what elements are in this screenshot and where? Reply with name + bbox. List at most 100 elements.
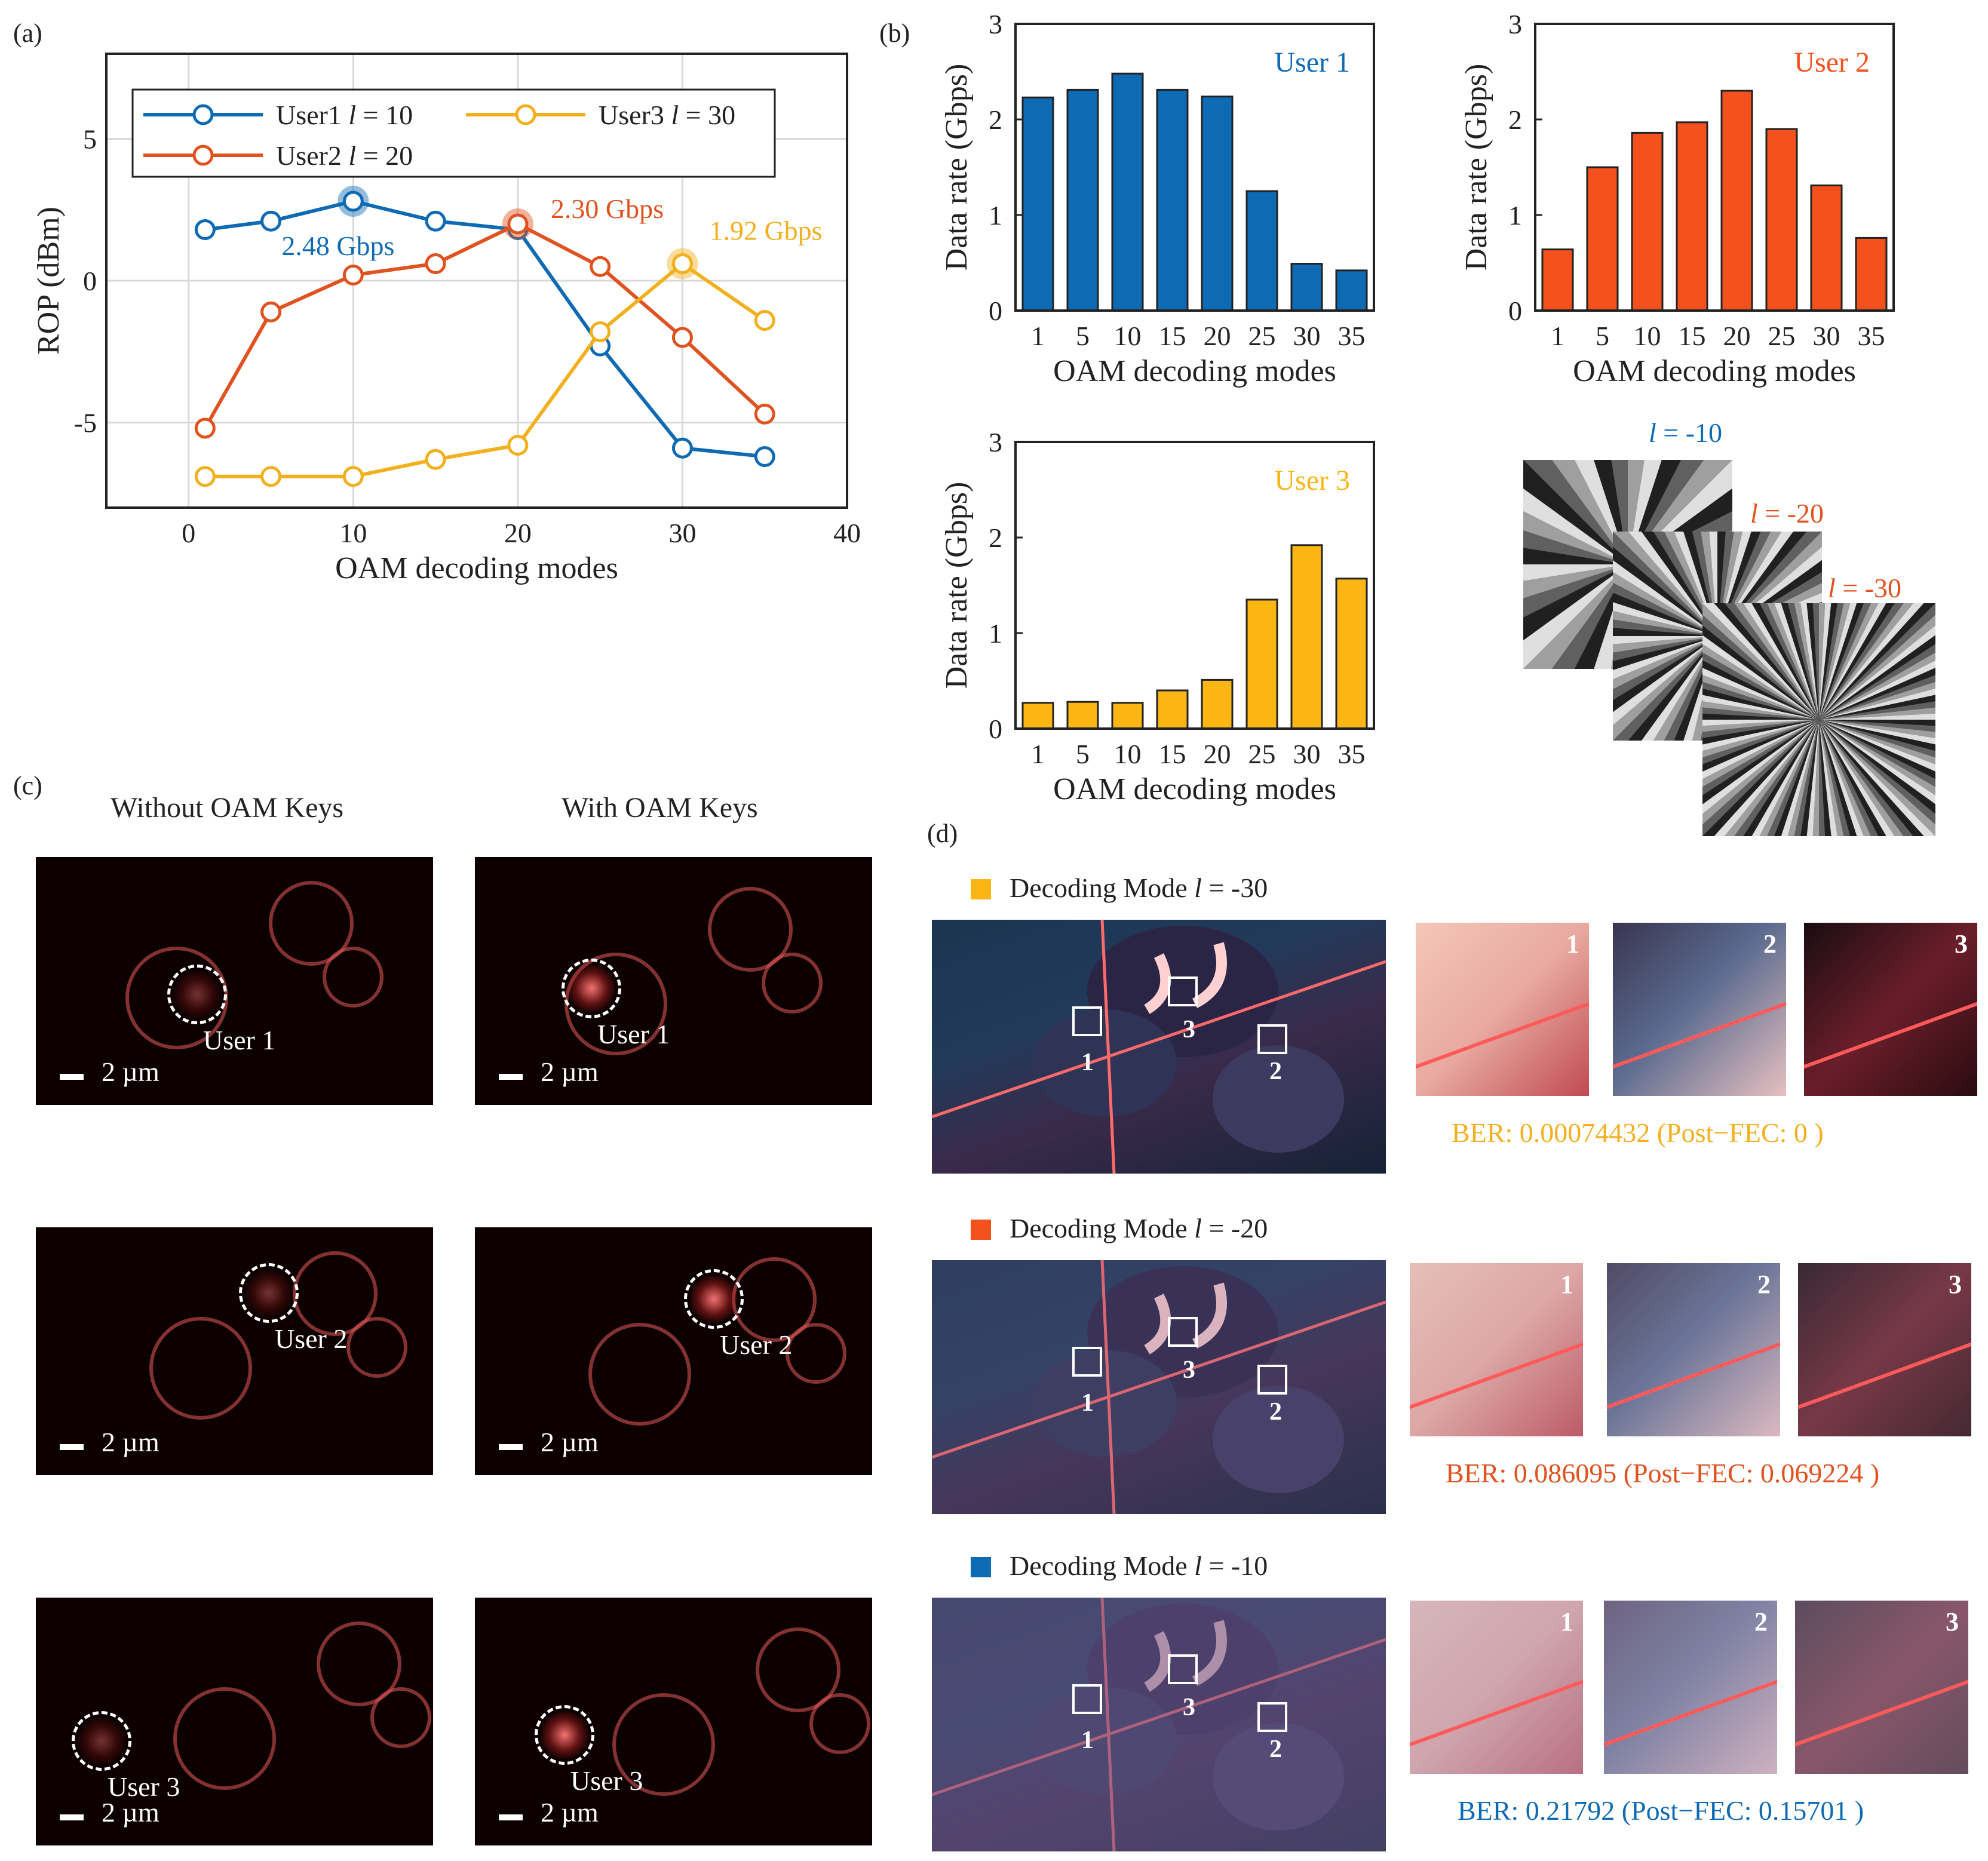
x-tick-label: 1	[1031, 739, 1045, 769]
region-box	[1168, 976, 1198, 1006]
scale-bar	[499, 1074, 523, 1080]
speckle-ring	[370, 1687, 431, 1748]
user-dashed-circle	[239, 1263, 299, 1323]
speckle-ring	[317, 1622, 401, 1706]
y-tick-label: 3	[989, 12, 1002, 39]
phase-mask-label: l = -20	[1750, 498, 1824, 529]
speckle-ring	[708, 887, 793, 972]
x-tick-label: 1	[1031, 321, 1045, 351]
zoomed-region-1: 1	[1410, 1263, 1583, 1436]
data-point	[754, 310, 775, 331]
decoded-image: 1 2 3	[932, 920, 1386, 1174]
y-tick-label: 0	[1508, 296, 1522, 326]
scale-label: 2 µm	[102, 1797, 159, 1828]
phase-mask-label: l = -10	[1649, 417, 1722, 448]
x-tick-label: 1	[1551, 321, 1564, 351]
col-title-with-oam: With OAM Keys	[562, 792, 758, 824]
x-tick-label: 15	[1159, 321, 1186, 351]
region-box	[1168, 1317, 1198, 1347]
region-number: 1	[1081, 1727, 1094, 1754]
speckle-ring	[762, 953, 823, 1014]
x-tick-label: 30	[1293, 739, 1321, 769]
zoomed-region-3: 3	[1798, 1263, 1971, 1436]
data-point	[671, 437, 693, 459]
user-label: User 2	[275, 1323, 348, 1354]
data-point	[342, 466, 364, 487]
region-number: 3	[1183, 1694, 1195, 1721]
crop-number: 3	[1949, 1270, 1962, 1299]
data-point	[342, 265, 364, 285]
bar	[1676, 121, 1708, 312]
speckle-ring	[809, 1693, 870, 1754]
ber-text: BER: 0.21792 (Post−FEC: 0.15701 )	[1458, 1795, 1864, 1826]
zoomed-region-2: 2	[1613, 923, 1786, 1096]
region-box	[1257, 1024, 1287, 1054]
bar	[1111, 72, 1144, 312]
phase-mask	[1702, 603, 1935, 836]
crop-number: 2	[1754, 1607, 1768, 1636]
x-tick-label: 25	[1248, 321, 1276, 351]
y-tick-label: 2	[1508, 105, 1522, 135]
scale-bar	[60, 1814, 84, 1820]
series-line	[205, 261, 766, 478]
x-tick-label: 30	[1293, 321, 1321, 351]
region-number: 1	[1081, 1049, 1094, 1076]
data-point	[194, 417, 216, 439]
crop-number: 1	[1560, 1607, 1573, 1636]
x-tick-label: 10	[1634, 321, 1661, 351]
plot-frame	[105, 53, 848, 509]
scale-label: 2 µm	[102, 1057, 159, 1087]
chart-title: User 3	[1274, 465, 1350, 496]
region-number: 1	[1081, 1389, 1094, 1417]
ber-text: BER: 0.086095 (Post−FEC: 0.069224 )	[1446, 1458, 1880, 1488]
zoomed-region-1: 1	[1410, 1601, 1583, 1774]
bar	[1720, 90, 1753, 312]
bar	[1631, 131, 1664, 312]
scale-bar	[499, 1814, 523, 1820]
bar	[1156, 88, 1189, 312]
user-label: User 2	[720, 1329, 793, 1360]
y-tick-label: 2	[989, 105, 1002, 135]
x-tick-label: 10	[339, 518, 367, 548]
scale-label: 2 µm	[102, 1427, 159, 1457]
sim-without-oam-user2: User 2 2 µm	[36, 1227, 433, 1475]
data-point	[425, 210, 446, 232]
decoding-mode-swatch	[971, 1220, 991, 1240]
bar	[1021, 702, 1054, 730]
x-tick-label: 5	[1076, 739, 1090, 769]
region-number: 2	[1269, 1736, 1282, 1763]
speckle-ring	[323, 947, 384, 1008]
crop-number: 3	[1946, 1607, 1959, 1636]
y-axis-label: Data rate (Gbps)	[1459, 64, 1493, 271]
region-box	[1072, 1347, 1102, 1377]
y-tick-label: 3	[989, 430, 1002, 457]
data-point	[425, 449, 446, 470]
decoded-image: 1 2 3	[932, 1598, 1386, 1851]
phase-mask-label: l = -30	[1828, 573, 1901, 603]
speckle-ring	[612, 1693, 715, 1796]
bar	[1111, 702, 1144, 730]
crop-number: 2	[1763, 929, 1777, 959]
col-title-without-oam: Without OAM Keys	[111, 792, 344, 824]
x-tick-label: 15	[1159, 739, 1186, 769]
region-box	[1072, 1006, 1102, 1036]
peak-annotation: 2.30 Gbps	[551, 194, 664, 224]
x-tick-label: 10	[1114, 739, 1142, 769]
panel-label-d: (d)	[927, 819, 958, 848]
bar	[1541, 248, 1574, 312]
panel-label-a: (a)	[13, 19, 42, 48]
user-dashed-circle	[72, 1711, 131, 1771]
plot-frame	[1014, 441, 1375, 730]
y-axis-label: ROP (dBm)	[32, 207, 66, 355]
plot-frame	[1014, 23, 1375, 312]
bar	[1245, 598, 1278, 730]
bar	[1156, 689, 1189, 730]
legend-marker	[192, 145, 214, 166]
noise-overlay	[1607, 1263, 1780, 1436]
x-tick-label: 5	[1596, 321, 1609, 351]
scale-bar	[60, 1444, 84, 1450]
x-tick-label: 35	[1338, 321, 1366, 351]
user-label: User 1	[203, 1025, 276, 1055]
scale-label: 2 µm	[541, 1057, 599, 1087]
